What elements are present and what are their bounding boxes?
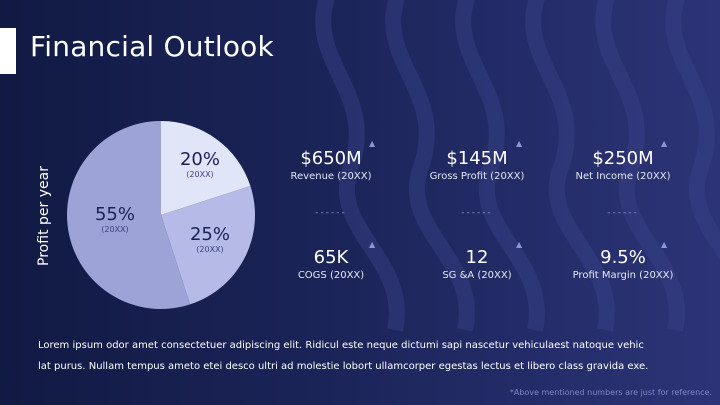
metric-value: 12 xyxy=(465,247,489,268)
separator-3: ------ xyxy=(607,208,639,218)
metric-caption: Revenue (20XX) xyxy=(290,171,372,182)
slice-2-year: (20XX) xyxy=(196,245,224,254)
pie-chart xyxy=(67,121,256,309)
up-triangle-icon: ▲ xyxy=(516,139,523,148)
metric-value: $650M xyxy=(300,148,362,169)
metric-caption: Net Income (20XX) xyxy=(575,171,671,182)
up-triangle-icon: ▲ xyxy=(661,139,668,148)
pie-slice-2 xyxy=(161,185,256,305)
up-triangle-icon: ▲ xyxy=(369,139,376,148)
slice-1-percent: 20% xyxy=(179,149,220,170)
metric-value: 65K xyxy=(313,247,349,268)
pie-slice-label-2: 25% (20XX) xyxy=(165,225,255,255)
paragraph-line-2: lat purus. Nullam tempus ameto etei desc… xyxy=(38,361,649,372)
pie-slice-label-3: 55% (20XX) xyxy=(70,205,160,235)
metric-cogs: 65K COGS (20XX) xyxy=(266,247,396,283)
metric-caption: COGS (20XX) xyxy=(297,270,365,281)
up-triangle-icon: ▲ xyxy=(516,240,523,249)
up-triangle-icon: ▲ xyxy=(369,240,376,249)
metric-sga: 12 SG &A (20XX) xyxy=(412,247,542,283)
metric-caption: SG &A (20XX) xyxy=(442,270,512,281)
slice-3-percent: 55% xyxy=(94,204,135,225)
footnote: *Above mentioned numbers are just for re… xyxy=(509,388,712,397)
pie-slice-label-1: 20% (20XX) xyxy=(155,150,245,180)
paragraph-line-1: Lorem ipsum odor amet consectetuer adipi… xyxy=(38,340,644,351)
metric-revenue: $650M Revenue (20XX) xyxy=(266,148,396,184)
separator-2: ------ xyxy=(461,208,493,218)
metric-value: $145M xyxy=(446,148,508,169)
body-paragraph: Lorem ipsum odor amet consectetuer adipi… xyxy=(38,335,700,377)
metric-profit-margin: 9.5% Profit Margin (20XX) xyxy=(558,247,688,283)
metric-value: 9.5% xyxy=(600,247,646,268)
slice-2-percent: 25% xyxy=(189,224,230,245)
separator-1: ------ xyxy=(315,208,347,218)
slide-title: Financial Outlook xyxy=(30,30,274,63)
slice-3-year: (20XX) xyxy=(101,225,129,234)
title-accent-bar xyxy=(0,28,16,74)
up-triangle-icon: ▲ xyxy=(661,240,668,249)
metric-value: $250M xyxy=(592,148,654,169)
metric-caption: Gross Profit (20XX) xyxy=(429,171,525,182)
pie-slice-1 xyxy=(161,121,251,215)
metric-gross-profit: $145M Gross Profit (20XX) xyxy=(412,148,542,184)
chart-y-axis-label: Profit per year xyxy=(36,166,52,266)
metric-net-income: $250M Net Income (20XX) xyxy=(558,148,688,184)
metric-caption: Profit Margin (20XX) xyxy=(572,270,674,281)
pie-slice-3 xyxy=(67,121,191,309)
slice-1-year: (20XX) xyxy=(186,170,214,179)
